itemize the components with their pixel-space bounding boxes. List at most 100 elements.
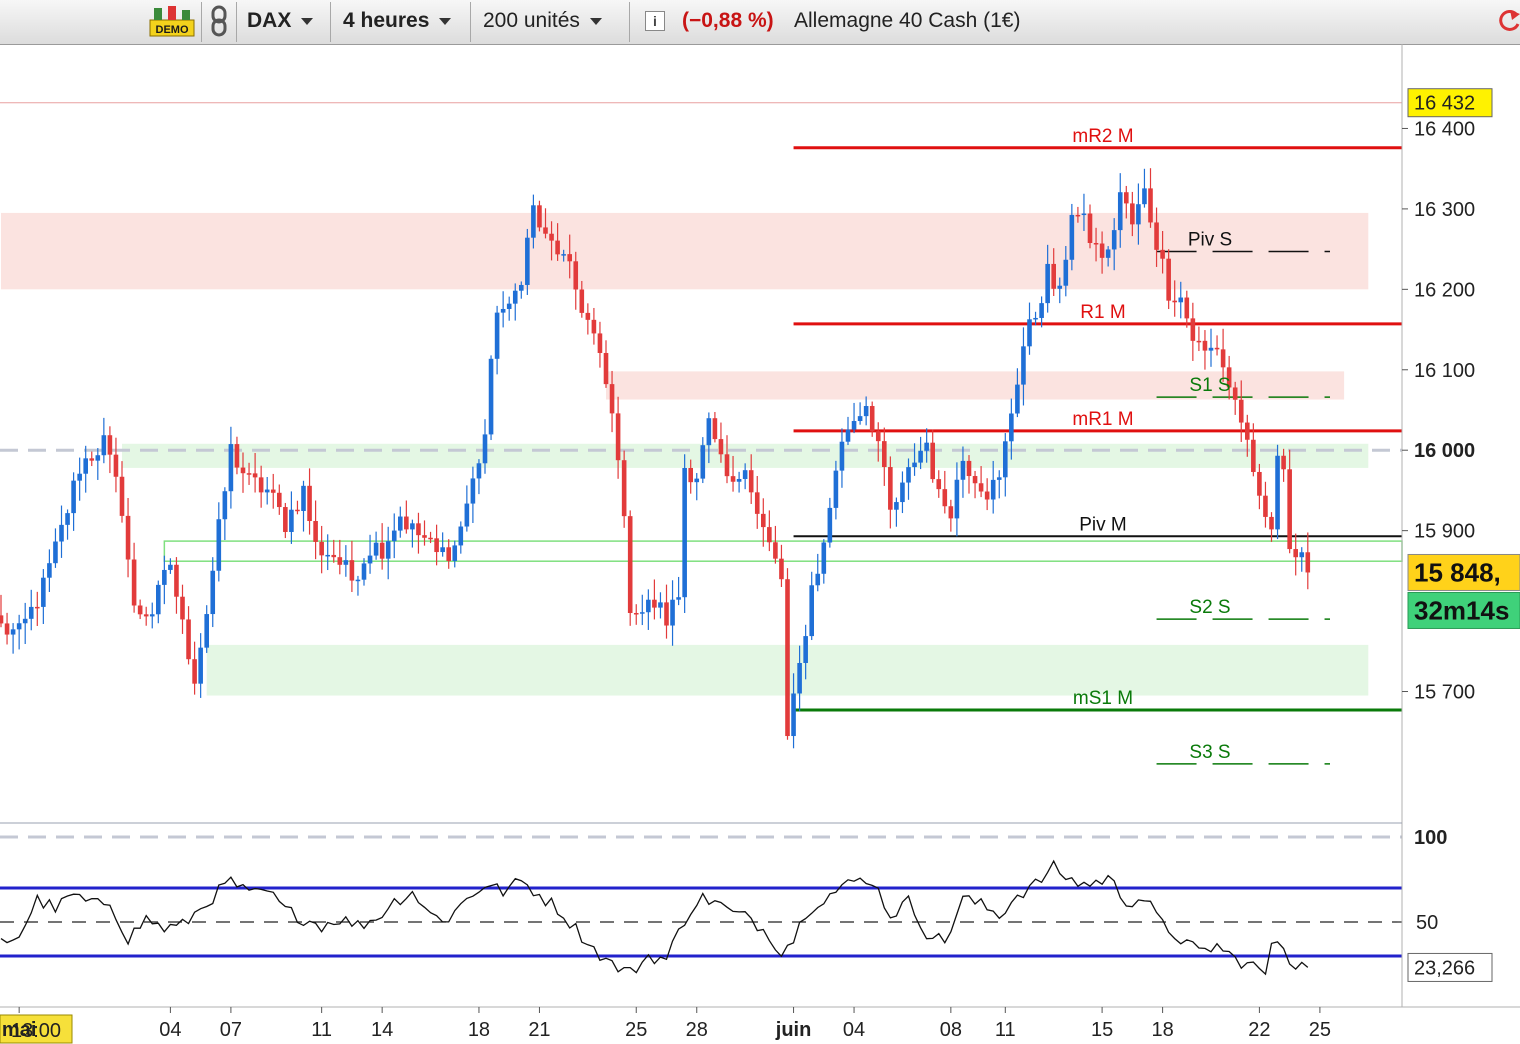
candle-body (1299, 552, 1305, 558)
candle-body (857, 416, 863, 422)
candle-body (373, 542, 379, 556)
candle-body (83, 458, 88, 474)
candle-body (537, 205, 542, 228)
candle-body (307, 485, 312, 522)
candle-body (700, 445, 706, 479)
candle-body (1293, 549, 1298, 558)
candle-body (894, 502, 899, 510)
candle-body (1069, 214, 1075, 260)
y-tick-label: 16 000 (1414, 440, 1475, 462)
candle-body (773, 542, 778, 559)
candle-body (966, 460, 972, 477)
candle-body (664, 602, 669, 626)
crosshair-time-box (0, 1014, 73, 1044)
candle-body (809, 585, 814, 637)
high-price-marker (1407, 88, 1493, 118)
candle-body (428, 537, 433, 540)
candle-body (89, 458, 95, 461)
candle-body (658, 602, 663, 608)
candle-body (730, 476, 736, 482)
candle-body (512, 290, 518, 304)
x-tick-label: 04 (843, 1019, 865, 1041)
candle-body (143, 614, 149, 617)
refresh-icon[interactable] (1498, 0, 1520, 42)
candle-body (228, 444, 234, 492)
candle-body (240, 467, 246, 474)
x-tick-label: 21 (528, 1019, 550, 1041)
candle-body (996, 477, 1002, 480)
candle-body (579, 289, 585, 313)
candle-body (839, 441, 845, 471)
demo-badge-text: DEMO (156, 24, 189, 36)
candle-body (815, 573, 821, 586)
candle-body (222, 491, 228, 520)
candle-body (791, 693, 796, 737)
candle-body (1166, 258, 1171, 301)
candle-body (978, 483, 984, 492)
candle-body (464, 503, 470, 527)
candle-body (0, 615, 4, 624)
units-selector[interactable]: 200 unités (483, 0, 602, 42)
candle-body (355, 579, 361, 582)
rsi-line (0, 859, 1309, 976)
candle-body (1051, 263, 1056, 289)
rsi-tick-label: 50 (1416, 912, 1438, 934)
candle-body (16, 623, 22, 630)
candle-body (59, 524, 64, 542)
candle-body (1117, 192, 1123, 231)
candle-body (1226, 367, 1232, 388)
candle-body (410, 523, 415, 530)
candle-body (863, 406, 869, 417)
candle-body (1009, 413, 1014, 442)
candle-body (313, 521, 318, 542)
candle-body (1196, 340, 1202, 343)
toolbar: DEMO DAX 4 heures 200 unités i (−0,88 %)… (0, 0, 1520, 45)
candle-body (35, 606, 40, 609)
candle-body (646, 599, 651, 613)
candle-body (506, 303, 512, 309)
candle-body (494, 312, 500, 359)
instrument-selector[interactable]: DAX (247, 0, 314, 42)
price-chart[interactable]: mR2 M R1 M mR1 M Piv M mS1 M Piv S S1 S S2 S S3 … (0, 44, 1520, 1044)
candle-body (482, 434, 488, 464)
candle-body (833, 470, 839, 508)
timeframe-selector[interactable]: 4 heures (343, 0, 452, 42)
candle-body (621, 460, 627, 517)
candle-body (301, 485, 306, 511)
candle-body (1208, 347, 1214, 351)
candle-body (180, 596, 185, 620)
candle-body (1033, 317, 1038, 320)
candle-body (1130, 203, 1135, 225)
candle-body (960, 460, 966, 480)
link-icon[interactable] (207, 0, 231, 42)
candle-body (803, 636, 808, 663)
candle-body (736, 478, 742, 482)
x-tick-label: 14 (371, 1019, 393, 1041)
level-label: S3 S (1189, 742, 1230, 763)
candle-body (162, 569, 167, 585)
candle-body (440, 547, 445, 553)
candle-body (289, 509, 294, 532)
candle-body (1160, 249, 1165, 259)
candle-body (367, 555, 373, 564)
x-tick-label: 18 (468, 1019, 490, 1041)
candle-body (391, 530, 397, 542)
level-label: Piv M (1079, 514, 1127, 535)
candle-body (936, 479, 942, 490)
candle-body (676, 597, 681, 600)
candle-body (65, 513, 70, 525)
candle-body (41, 577, 46, 607)
candle-body (694, 478, 700, 483)
candle-body (404, 516, 409, 530)
candle-body (198, 647, 203, 684)
candle-body (519, 284, 524, 291)
info-icon[interactable]: i (645, 0, 665, 42)
candle-body (434, 538, 439, 553)
candle-body (1287, 469, 1292, 550)
candle-body (682, 467, 687, 598)
candle-body (186, 619, 191, 660)
candle-body (906, 467, 911, 483)
instrument-description: Allemagne 40 Cash (1€) (794, 9, 1021, 32)
countdown-label: 32m14s (1414, 595, 1509, 625)
candle-body (924, 442, 929, 451)
